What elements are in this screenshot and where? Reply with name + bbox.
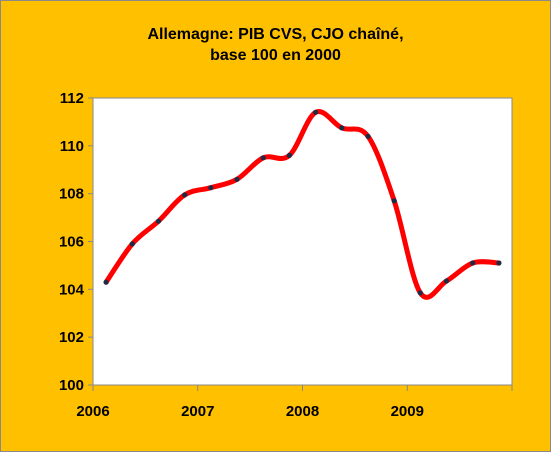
y-tick-label: 106 (59, 234, 84, 251)
y-tick-label: 110 (60, 138, 84, 155)
chart-title-line-1: Allemagne: PIB CVS, CJO chaîné, (147, 26, 404, 43)
y-tick-label: 104 (59, 281, 85, 298)
plot-area (92, 97, 513, 386)
chart-title-line-2: base 100 en 2000 (210, 47, 341, 64)
y-tick-label: 102 (59, 329, 84, 346)
series-line (103, 109, 502, 300)
series-layer (103, 109, 502, 300)
data-point (339, 125, 345, 131)
data-point (417, 290, 423, 296)
data-point (496, 260, 502, 266)
x-tick-label: 2006 (76, 403, 109, 420)
data-point (286, 152, 292, 158)
data-point (103, 279, 109, 285)
x-tick-label: 2007 (181, 403, 214, 420)
data-point (260, 155, 266, 161)
data-point (155, 218, 162, 224)
axes: 100 102 104 106 108 110 112 2006 2007 2008 2009 (59, 90, 513, 420)
data-point (129, 241, 135, 247)
data-point (443, 278, 450, 284)
y-tick-label: 112 (60, 90, 84, 107)
data-point (182, 192, 188, 198)
data-point (313, 109, 319, 115)
data-point (391, 198, 397, 204)
x-tick-label: 2008 (286, 403, 319, 420)
data-point (365, 133, 371, 139)
chart-title: Allemagne: PIB CVS, CJO chaîné, base 100… (0, 24, 551, 66)
y-tick-label: 108 (59, 186, 84, 203)
data-point (470, 260, 476, 266)
data-point (208, 185, 214, 191)
y-tick-label: 100 (59, 377, 84, 394)
x-tick-label: 2009 (391, 403, 424, 420)
data-point (234, 176, 240, 182)
